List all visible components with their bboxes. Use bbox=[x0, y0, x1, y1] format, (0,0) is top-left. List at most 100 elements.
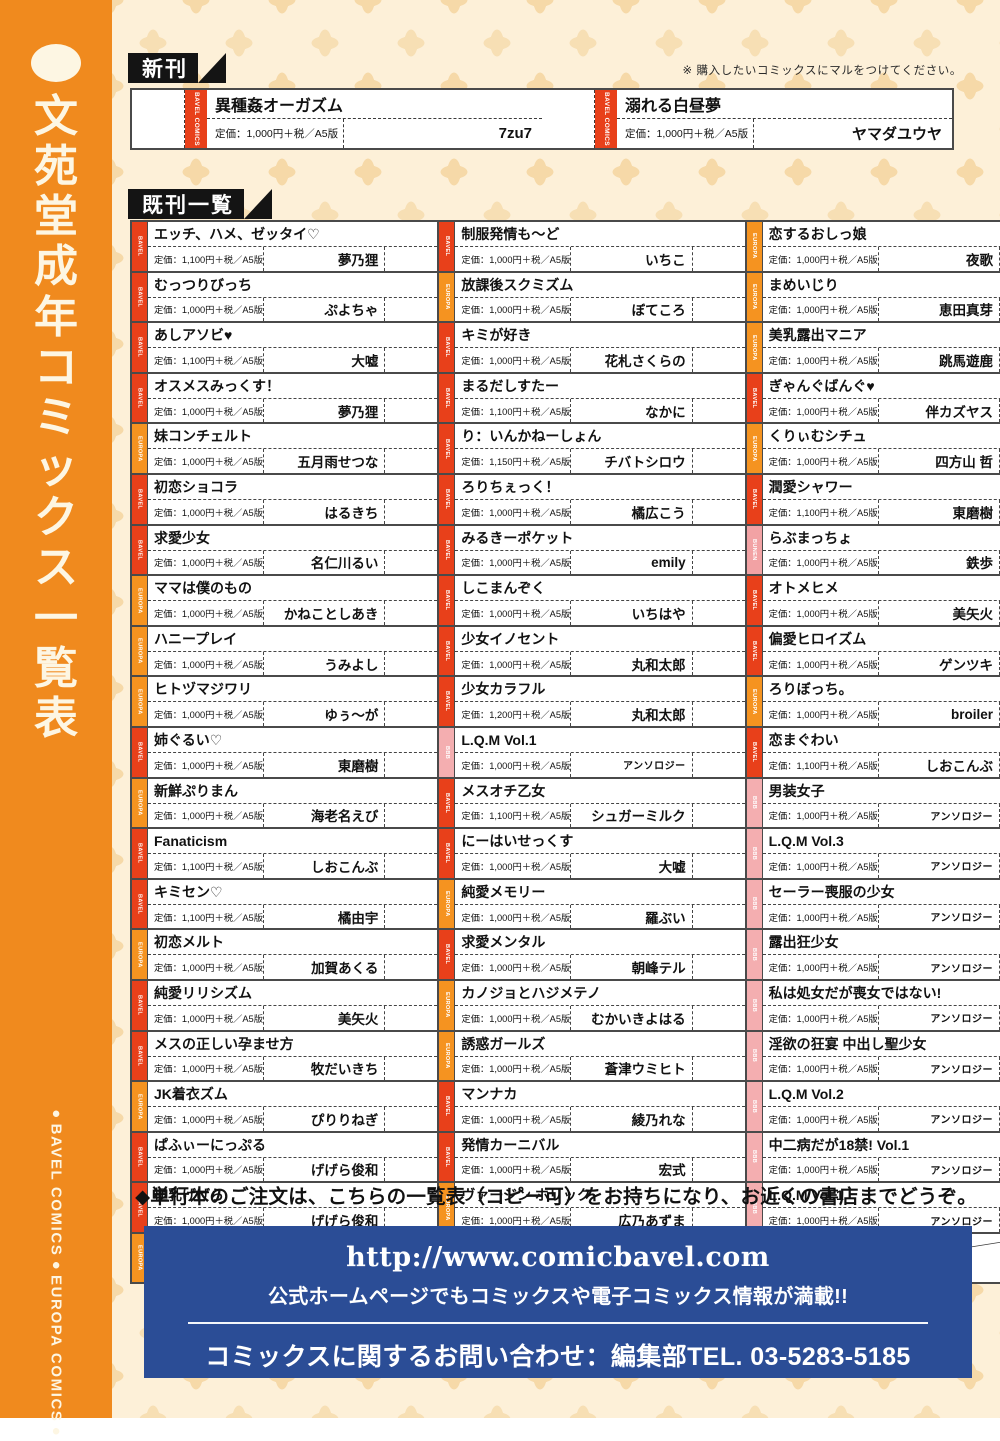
order-checkbox-area[interactable] bbox=[385, 753, 437, 777]
order-checkbox-area[interactable] bbox=[385, 804, 437, 828]
order-checkbox-area[interactable] bbox=[693, 551, 745, 575]
order-checkbox-area[interactable] bbox=[385, 905, 437, 929]
order-checkbox-area[interactable] bbox=[385, 298, 437, 322]
footer-url[interactable]: http://www.comicbavel.com bbox=[346, 1242, 770, 1273]
order-checkbox-area[interactable] bbox=[385, 500, 437, 524]
order-checkbox-area[interactable] bbox=[385, 601, 437, 625]
order-checkbox-area[interactable] bbox=[385, 1158, 437, 1182]
order-checkbox-area[interactable] bbox=[132, 90, 185, 148]
order-checkbox-area[interactable] bbox=[385, 399, 437, 423]
order-checkbox-area[interactable] bbox=[385, 652, 437, 676]
order-checkbox-area[interactable] bbox=[385, 1006, 437, 1030]
order-checkbox-area[interactable] bbox=[693, 1107, 745, 1131]
order-checkbox-area[interactable] bbox=[385, 702, 437, 726]
order-checkbox-area[interactable] bbox=[693, 298, 745, 322]
order-checkbox-area[interactable] bbox=[385, 551, 437, 575]
order-checkbox-area[interactable] bbox=[693, 702, 745, 726]
order-checkbox-area[interactable] bbox=[693, 449, 745, 473]
order-checkbox-area[interactable] bbox=[693, 804, 745, 828]
order-checkbox-area[interactable] bbox=[693, 399, 745, 423]
order-checkbox-area[interactable] bbox=[693, 1006, 745, 1030]
order-checkbox-area[interactable] bbox=[693, 500, 745, 524]
order-checkbox-area[interactable] bbox=[542, 90, 595, 148]
order-checkbox-area[interactable] bbox=[693, 1158, 745, 1182]
order-checkbox-area[interactable] bbox=[385, 854, 437, 878]
order-checkbox-area[interactable] bbox=[693, 905, 745, 929]
order-checkbox-area[interactable] bbox=[385, 247, 437, 271]
order-checkbox-area[interactable] bbox=[693, 753, 745, 777]
order-checkbox-area[interactable] bbox=[693, 854, 745, 878]
order-checkbox-area[interactable] bbox=[385, 348, 437, 372]
order-checkbox-area[interactable] bbox=[693, 652, 745, 676]
order-checkbox-area[interactable] bbox=[693, 247, 745, 271]
order-checkbox-area[interactable] bbox=[385, 449, 437, 473]
order-checkbox-area[interactable] bbox=[693, 601, 745, 625]
order-checkbox-area[interactable] bbox=[385, 1057, 437, 1081]
order-checkbox-area[interactable] bbox=[693, 348, 745, 372]
order-checkbox-area[interactable] bbox=[385, 955, 437, 979]
order-checkbox-area[interactable] bbox=[693, 1057, 745, 1081]
order-checkbox-area[interactable] bbox=[385, 1107, 437, 1131]
order-checkbox-area[interactable] bbox=[693, 955, 745, 979]
